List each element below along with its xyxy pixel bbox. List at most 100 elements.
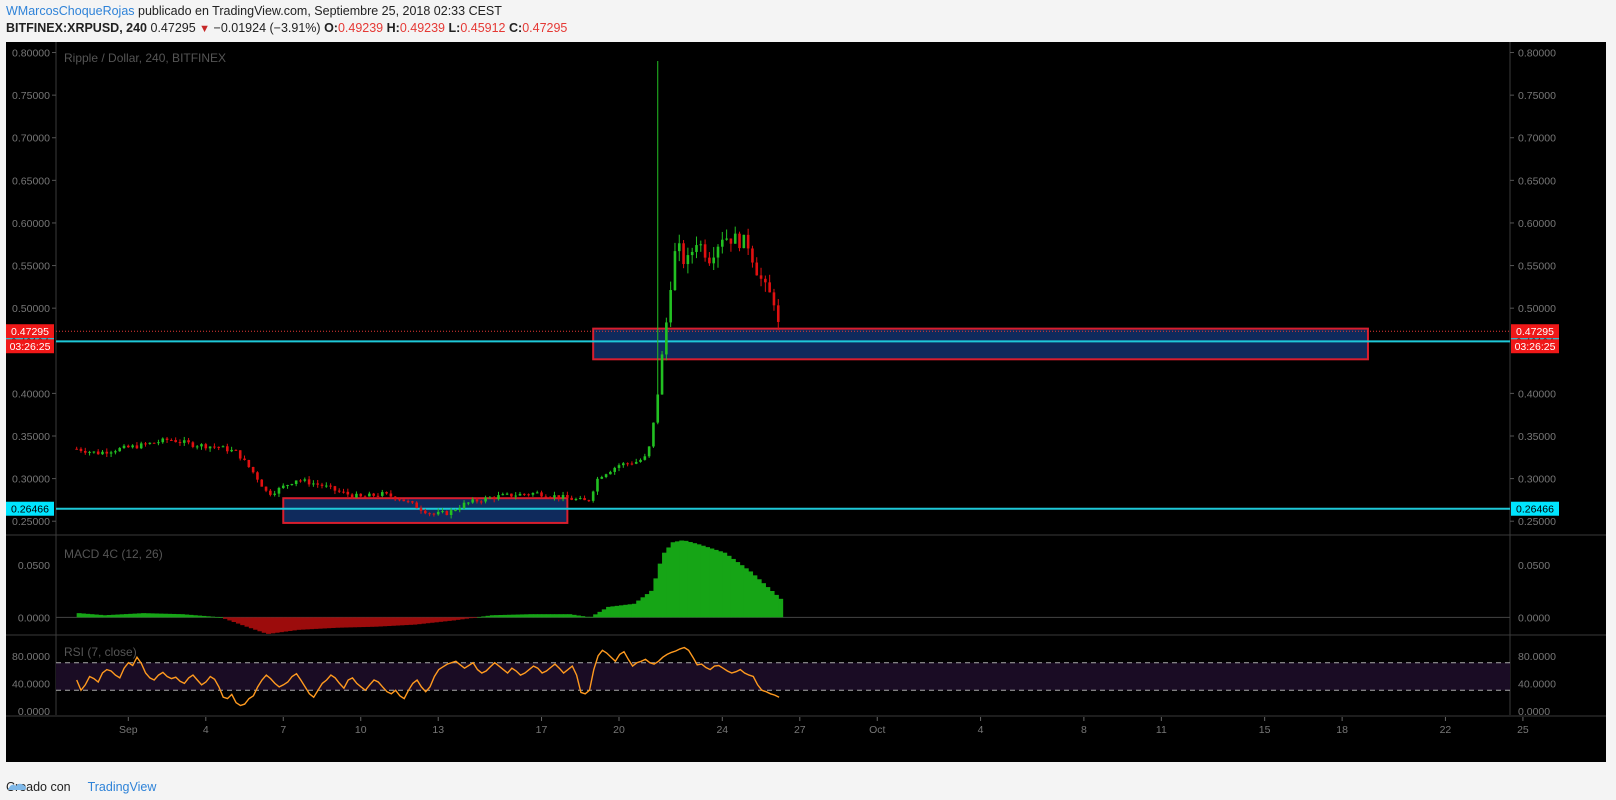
- candle-body-103: [518, 493, 522, 496]
- candle-body-128: [626, 463, 629, 465]
- macd-bar-98: [498, 615, 504, 618]
- macd-bar-97: [494, 615, 500, 618]
- x-tick-11: 8: [1081, 724, 1087, 736]
- candle-body-79: [415, 502, 419, 509]
- candle-body-5: [96, 451, 100, 455]
- macd-bar-59: [330, 617, 336, 628]
- level-label-right-1: 0.26466: [1516, 504, 1554, 516]
- candle-body-44: [264, 486, 268, 491]
- candle-body-139: [673, 251, 677, 291]
- price-tick-left-5: 0.55000: [12, 261, 50, 273]
- candle-body-67: [363, 496, 367, 498]
- macd-bar-157: [752, 575, 758, 618]
- candle-body-135: [656, 394, 660, 423]
- candle-body-35: [226, 446, 229, 452]
- candle-body-75: [398, 499, 401, 501]
- candle-body-125: [613, 467, 617, 472]
- macd-bar-106: [532, 614, 538, 618]
- candle-body-118: [583, 498, 586, 501]
- macd-bar-33: [218, 617, 224, 618]
- macd-bar-115: [571, 614, 577, 618]
- candle-body-77: [406, 501, 410, 503]
- x-tick-4: 13: [432, 724, 444, 736]
- candle-body-88: [454, 510, 457, 512]
- macd-bar-146: [705, 547, 710, 618]
- candle-body-81: [424, 510, 427, 514]
- candle-body-62: [342, 491, 345, 493]
- candle-body-37: [234, 449, 238, 451]
- candle-body-92: [471, 499, 474, 503]
- price-tick-left-6: 0.50000: [12, 303, 50, 315]
- macd-bar-153: [735, 562, 741, 618]
- author-link[interactable]: WMarcosChoqueRojas: [6, 4, 135, 18]
- macd-bar-86: [446, 617, 452, 621]
- x-tick-3: 10: [355, 724, 367, 736]
- macd-bar-116: [575, 615, 581, 618]
- tradingview-link[interactable]: TradingView: [87, 780, 157, 794]
- macd-bar-60: [334, 617, 340, 628]
- candle-body-158: [755, 262, 759, 276]
- x-tick-7: 24: [716, 724, 728, 736]
- macd-bar-161: [769, 590, 775, 618]
- close-label: C:: [508, 21, 523, 35]
- candle-body-30: [204, 444, 208, 449]
- macd-bar-118: [584, 616, 590, 618]
- candle-body-160: [764, 278, 767, 283]
- candle-body-11: [122, 445, 126, 449]
- candle-body-102: [514, 495, 518, 497]
- macd-bar-144: [696, 544, 702, 618]
- macd-bar-43: [261, 617, 267, 633]
- rsi-tick-right-0: 80.0000: [1518, 651, 1556, 663]
- price-tick-right-4: 0.60000: [1518, 218, 1556, 230]
- candle-body-144: [695, 245, 698, 252]
- candle-body-42: [256, 472, 259, 480]
- candle-body-101: [510, 493, 513, 497]
- candle-body-0: [75, 448, 78, 450]
- candle-body-19: [157, 442, 160, 444]
- candle-body-131: [639, 459, 642, 462]
- macd-bar-3: [89, 614, 95, 618]
- macd-bar-57: [322, 617, 327, 629]
- chart-frame[interactable]: Ripple / Dollar, 240, BITFINEX 0.80000 0.8…: [6, 42, 1606, 762]
- candle-body-117: [578, 498, 582, 500]
- macd-bar-74: [395, 617, 401, 626]
- price-tick-left-1: 0.75000: [12, 90, 50, 102]
- rsi-pane: RSI (7, close) 80.0000 80.0000 40.0000 40.00…: [12, 645, 1556, 718]
- macd-bar-66: [360, 617, 366, 628]
- candle-body-150: [721, 239, 724, 247]
- macd-bar-122: [601, 609, 607, 618]
- macd-bar-13: [132, 613, 138, 618]
- macd-bar-51: [296, 617, 302, 630]
- macd-bar-87: [451, 617, 457, 621]
- macd-bar-126: [619, 605, 624, 618]
- macd-tick-right-1: 0.0000: [1518, 612, 1550, 624]
- macd-bar-34: [223, 617, 228, 619]
- candle-body-108: [540, 492, 543, 497]
- candle-body-114: [566, 494, 569, 498]
- candle-body-162: [772, 292, 776, 306]
- price-chart-svg[interactable]: Ripple / Dollar, 240, BITFINEX 0.80000 0.8…: [6, 42, 1606, 762]
- rsi-tick-right-1: 40.0000: [1518, 678, 1556, 690]
- candle-body-90: [462, 502, 466, 509]
- time-axis: Sep 4 7 10 13 17 20 24 27 Oct 4 8 11 15 18 22 25: [119, 717, 1529, 736]
- macd-bar-75: [399, 617, 405, 626]
- macd-bar-40: [248, 617, 254, 629]
- price-tick-left-10: 0.25000: [12, 516, 50, 528]
- price-tick-left-9: 0.30000: [12, 474, 50, 486]
- macd-bar-23: [175, 614, 181, 618]
- candle-body-106: [531, 493, 535, 495]
- candle-body-105: [527, 494, 530, 496]
- macd-bar-155: [743, 568, 749, 618]
- macd-bar-41: [253, 617, 259, 630]
- candle-body-84: [436, 511, 440, 515]
- macd-bar-10: [119, 614, 125, 618]
- macd-bar-36: [231, 617, 237, 623]
- candle-body-70: [376, 495, 380, 497]
- candle-body-39: [243, 458, 246, 460]
- macd-bar-89: [459, 617, 465, 620]
- candle-body-104: [523, 493, 526, 495]
- symbol-ohlc-line: BITFINEX:XRPUSD, 240 0.47295 ▼ −0.01924 …: [6, 21, 567, 35]
- macd-bar-132: [644, 594, 650, 618]
- candle-body-78: [411, 501, 414, 503]
- candle-body-163: [776, 305, 780, 322]
